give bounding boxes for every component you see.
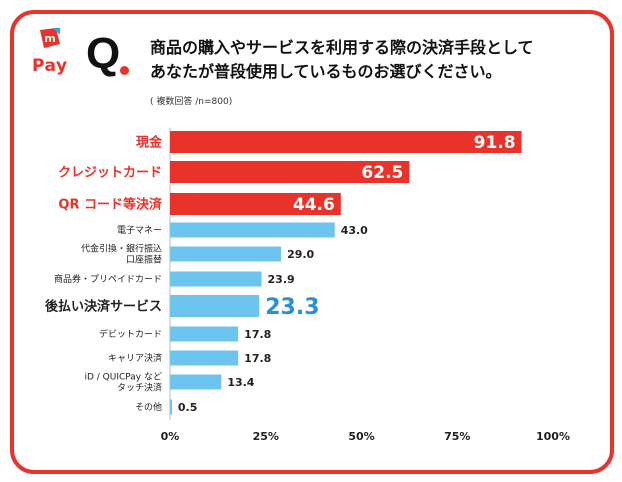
x-tick-label-4: 100% [536, 430, 570, 443]
x-tick-label-3: 75% [444, 430, 470, 443]
data-label-10: 0.5 [178, 401, 198, 414]
data-label-3: 43.0 [341, 224, 368, 237]
data-label-1: 62.5 [361, 163, 403, 183]
category-label-10: その他 [135, 401, 162, 413]
bar-8 [170, 350, 239, 366]
data-label-0: 91.8 [474, 133, 516, 153]
x-tick-label-0: 0% [161, 430, 180, 443]
title-line-1: 商品の購入やサービスを利用する際の決済手段として [150, 38, 534, 57]
category-label-3: 電子マネー [117, 225, 162, 236]
bar-3 [170, 222, 335, 238]
question-mark: Q [86, 29, 121, 78]
bar-6 [170, 295, 260, 317]
page-title: 商品の購入やサービスを利用する際の決済手段として あなたが普段使用しているものお… [150, 36, 590, 84]
bar-5 [170, 271, 262, 287]
category-label-6: 後払い決済サービス [45, 299, 162, 315]
data-label-9: 13.4 [227, 376, 254, 389]
category-label-5: 商品券・プリペイドカード [54, 273, 162, 285]
category-label-9-1: タッチ決済 [117, 382, 162, 394]
bar-7 [170, 326, 239, 342]
question-dot [120, 66, 129, 75]
merpay-logo-icon: m [40, 28, 60, 48]
title-line-2: あなたが普段使用しているものお選びください。 [150, 62, 502, 81]
category-label-8: キャリア決済 [108, 352, 162, 364]
category-label-4-0: 代金引換・銀行振込 [81, 243, 162, 255]
sample-note: ( 複数回答 /n=800) [150, 97, 233, 107]
bar-2 [170, 193, 341, 215]
x-tick-label-1: 25% [253, 430, 279, 443]
category-label-2: QR コード等決済 [58, 197, 163, 213]
category-label-4-1: 口座振替 [126, 254, 162, 266]
data-label-5: 23.9 [268, 273, 295, 286]
bar-1 [170, 161, 410, 183]
merpay-logo: m Pay [28, 26, 84, 86]
category-label-7: デビットカード [99, 328, 162, 340]
category-label-9-0: iD / QUICPay など [84, 372, 162, 383]
bar-0 [170, 131, 522, 153]
category-label-1: クレジットカード [58, 166, 162, 181]
x-tick-label-2: 50% [348, 430, 374, 443]
bar-4 [170, 246, 282, 262]
data-label-7: 17.8 [244, 328, 271, 341]
data-label-6: 23.3 [265, 295, 319, 320]
bar-9 [170, 374, 222, 390]
data-label-2: 44.6 [293, 195, 335, 215]
card-frame [10, 10, 614, 474]
bar-10 [170, 399, 172, 415]
data-label-8: 17.8 [244, 352, 271, 365]
category-label-0: 現金 [136, 135, 163, 151]
logo-mark: m [44, 32, 55, 45]
data-label-4: 29.0 [287, 248, 314, 261]
logo-text: Pay [32, 56, 68, 76]
